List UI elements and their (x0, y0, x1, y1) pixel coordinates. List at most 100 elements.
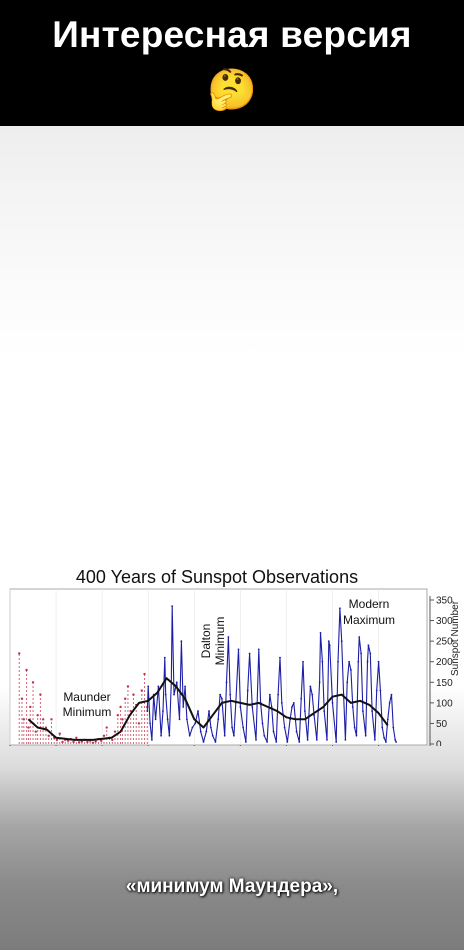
sunspot-number-point (147, 685, 150, 688)
sunspot-number-point (395, 741, 397, 743)
early-observation-point (22, 718, 26, 721)
sunspot-number-point (353, 726, 356, 729)
sunspot-number-point (279, 656, 281, 659)
sunspot-number-point (221, 697, 223, 700)
sunspot-number-point (219, 693, 221, 696)
early-observation-point (72, 740, 75, 744)
early-observation-point (50, 718, 53, 721)
sunspot-number-point (225, 681, 228, 684)
sunspot-number-point (275, 741, 278, 743)
sunspot-number-point (369, 652, 372, 655)
sunspot-chart: 400 Years of Sunspot Observations Maunde… (9, 567, 461, 747)
sunspot-number-point (321, 660, 324, 663)
sunspot-number-point (217, 718, 220, 721)
sunspot-number-point (237, 648, 240, 651)
early-observation-point (121, 718, 124, 721)
sunspot-number-point (184, 685, 186, 688)
sunspot-number-point (358, 636, 361, 638)
sunspot-number-point (390, 693, 393, 696)
sunspot-number-point (381, 726, 384, 729)
sunspot-number-point (242, 726, 245, 729)
early-observation-point (36, 714, 39, 717)
sunspot-number-point (202, 741, 205, 743)
sunspot-number-point (311, 693, 314, 696)
sunspot-number-point (392, 726, 395, 729)
sunspot-number-point (272, 730, 275, 733)
maunder-minimum-label-line2: Minimum (63, 705, 112, 719)
sunspot-number-point (214, 741, 217, 743)
sunspot-number-point (295, 730, 298, 733)
sunspot-number-point (388, 701, 391, 704)
early-observation-point (77, 741, 81, 744)
early-observation-point (44, 726, 48, 729)
sunspot-number-point (367, 644, 370, 647)
sunspot-number-point (375, 689, 378, 692)
sunspot-number-point (280, 701, 283, 704)
sunspot-number-point (351, 706, 354, 708)
sunspot-number-point (229, 693, 232, 696)
early-observation-point (102, 734, 106, 737)
sunspot-number-point (182, 706, 185, 708)
sunspot-number-point (163, 656, 166, 659)
sunspot-number-point (394, 738, 397, 741)
early-observation-point (105, 726, 108, 729)
sunspot-number-point (379, 689, 382, 692)
sunspot-number-point (171, 605, 174, 608)
video-subtitle: «минимум Маундера», (125, 876, 339, 897)
sunspot-number-point (244, 741, 247, 743)
early-observation-point (123, 697, 127, 700)
sunspot-number-point (180, 640, 183, 643)
early-observation-point (143, 672, 146, 676)
early-observation-point (25, 668, 28, 672)
sunspot-number-point (291, 706, 293, 708)
sunspot-number-point (197, 710, 199, 712)
early-observation-point (126, 685, 130, 688)
sunspot-number-point (306, 738, 309, 741)
sunspot-number-point (266, 741, 268, 743)
early-observation-point (113, 730, 117, 733)
y-tick-label: 0 (436, 740, 442, 747)
early-observation-point (116, 714, 120, 717)
sunspot-number-point (328, 644, 331, 647)
sunspot-number-point (263, 734, 266, 737)
y-tick-label: 300 (436, 616, 453, 627)
sunspot-number-point (292, 701, 295, 704)
sunspot-number-point (157, 685, 160, 688)
sunspot-number-point (286, 741, 289, 743)
sunspot-number-point (239, 706, 242, 708)
sunspot-number-point (261, 722, 264, 725)
sunspot-number-point (268, 693, 271, 696)
early-observation-point (86, 740, 89, 744)
sunspot-number-point (326, 738, 328, 741)
sunspot-number-point (149, 722, 151, 725)
sunspot-number-point (186, 718, 188, 721)
sunspot-number-point (385, 741, 387, 743)
early-observation-point (27, 726, 30, 729)
early-observation-point (137, 722, 141, 725)
early-observation-point (47, 734, 50, 737)
early-observation-point (91, 741, 95, 744)
sunspot-number-point (251, 706, 254, 708)
sunspot-number-point (146, 710, 149, 712)
sunspot-number-point (188, 734, 191, 737)
sunspot-number-point (323, 710, 326, 712)
sunspot-number-point (209, 726, 212, 729)
sunspot-number-point (318, 681, 321, 684)
sunspot-number-point (208, 710, 210, 712)
sunspot-number-point (327, 640, 330, 643)
early-observation-point (119, 705, 122, 709)
y-tick-label: 150 (436, 678, 453, 689)
y-axis: 0 50 100 150 200 250 300 350 (429, 596, 453, 747)
video-frame[interactable]: 400 Years of Sunspot Observations Maunde… (0, 126, 464, 950)
y-tick-label: 200 (436, 657, 453, 668)
y-axis-label: Sunspot Number (450, 600, 461, 676)
sunspot-number-point (373, 738, 376, 741)
early-observation-point (111, 738, 114, 742)
sunspot-number-point (315, 738, 318, 741)
sunspot-number-point (162, 710, 164, 712)
sunspot-number-point (377, 660, 380, 663)
sunspot-number-point (173, 693, 175, 696)
sunspot-number-point (300, 697, 303, 700)
y-tick-label: 100 (436, 698, 453, 709)
